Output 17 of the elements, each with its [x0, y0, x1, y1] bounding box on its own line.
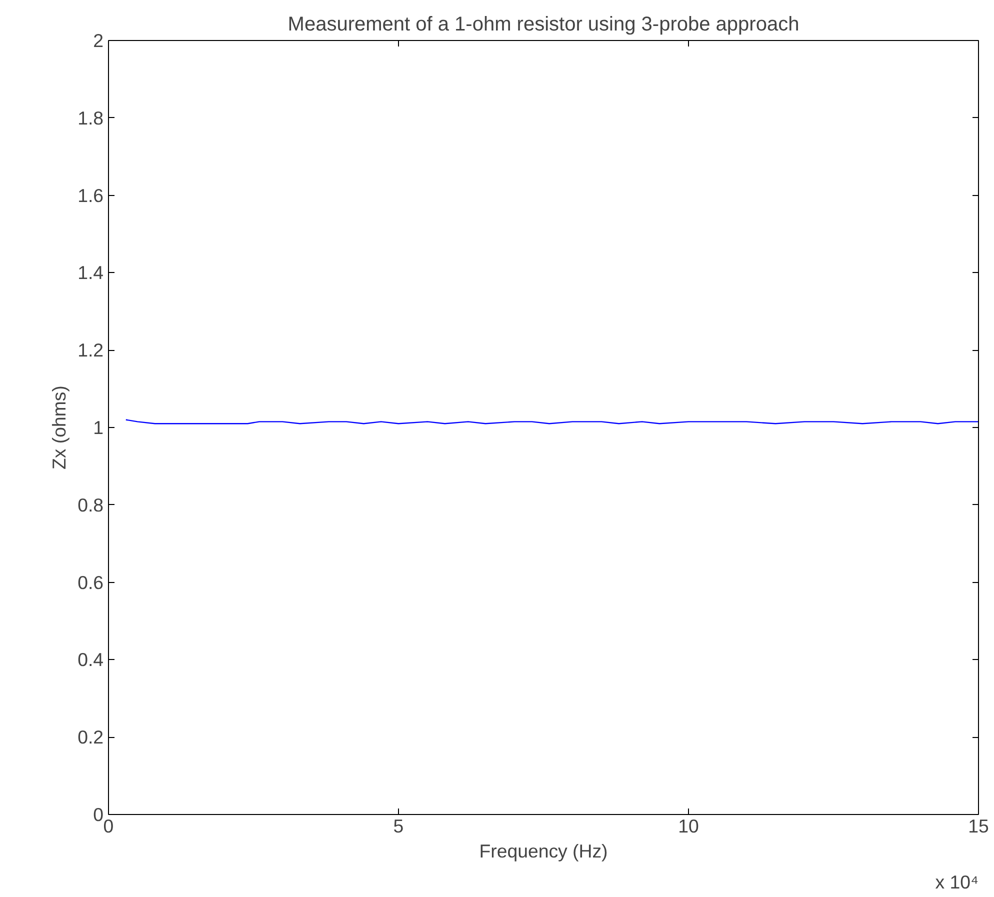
y-tick-label: 1.6	[78, 184, 104, 206]
y-tick-label: 2	[93, 30, 104, 51]
y-tick-label: 1.2	[78, 340, 104, 361]
y-tick-label: 0.2	[78, 726, 104, 748]
x-tick-label: 10	[678, 816, 699, 836]
y-axis-title: Zx (ohms)	[48, 386, 70, 470]
y-tick-label: 1	[93, 417, 104, 438]
chart-title: Measurement of a 1-ohm resistor using 3-probe approach	[288, 14, 800, 36]
x-tick-label: 5	[393, 816, 404, 836]
y-tick-label: 0.8	[78, 494, 104, 516]
y-tick-label: 1.8	[78, 107, 104, 128]
y-tick-label: 0.6	[78, 572, 104, 593]
y-tick-label: 1.4	[78, 262, 104, 284]
y-tick-label: 0.4	[78, 649, 104, 670]
text: x 10⁴	[935, 872, 978, 892]
x-axis-title: Frequency (Hz)	[479, 840, 608, 862]
x-tick-label: 15	[968, 816, 989, 836]
